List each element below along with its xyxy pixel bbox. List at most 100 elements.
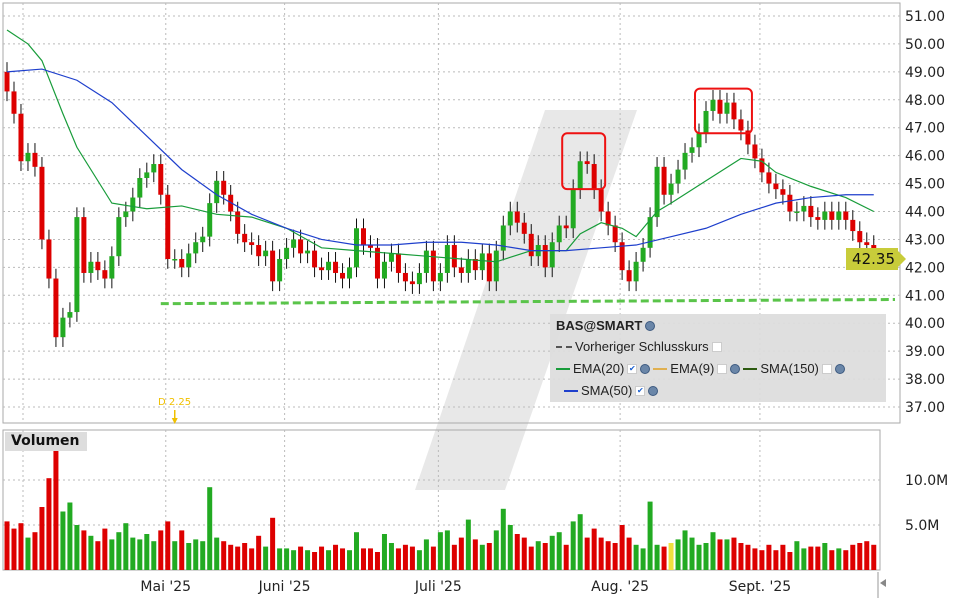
- candle-body: [284, 247, 290, 259]
- candle-body: [605, 211, 611, 226]
- volume-bar: [4, 521, 10, 570]
- y-tick-label: 43.00: [905, 232, 945, 248]
- x-tick-label: Juli '25: [414, 579, 462, 595]
- candle-body: [46, 239, 52, 279]
- ema9-checkbox[interactable]: [717, 363, 728, 374]
- volume-bar: [710, 532, 716, 570]
- volume-bar: [81, 530, 87, 570]
- volume-bar: [479, 544, 485, 570]
- candle-body: [256, 245, 262, 257]
- sma50-line: [6, 68, 874, 252]
- volume-bar: [717, 539, 723, 570]
- x-tick-label: Aug. '25: [591, 579, 649, 595]
- volume-bar: [172, 541, 178, 570]
- volume-bar: [74, 525, 80, 570]
- candle-body: [95, 261, 101, 271]
- y-tick-label: 42.00: [905, 260, 945, 276]
- candle-body: [305, 250, 311, 254]
- volume-bar: [186, 543, 192, 570]
- sma150-settings-icon[interactable]: [834, 363, 845, 374]
- volume-bar: [458, 537, 464, 570]
- volume-panel-label: Volumen: [5, 432, 87, 451]
- candle-body: [640, 247, 646, 262]
- volume-bar: [53, 435, 59, 570]
- ema9-settings-icon[interactable]: [730, 363, 741, 374]
- sma50-checkbox[interactable]: ✔: [635, 385, 646, 396]
- candle-body: [270, 250, 276, 282]
- volume-bar: [472, 539, 478, 570]
- candle-body: [381, 261, 387, 279]
- volume-bar: [284, 548, 290, 570]
- volume-bar: [759, 550, 765, 570]
- highlight-box: [561, 132, 607, 191]
- y-tick-label: 44.00: [905, 205, 945, 221]
- candle-body: [465, 258, 471, 273]
- sma50-label: SMA(50): [581, 383, 633, 398]
- candle-body: [172, 258, 178, 261]
- sma150-checkbox[interactable]: [821, 363, 832, 374]
- candle-body: [277, 258, 283, 282]
- volume-bar: [535, 541, 541, 570]
- volume-bar: [395, 548, 401, 570]
- candle-body: [738, 119, 744, 131]
- candle-body: [612, 225, 618, 243]
- volume-bar: [570, 521, 576, 570]
- candle-body: [829, 211, 835, 220]
- prev-close-checkbox[interactable]: [711, 341, 722, 352]
- volume-bar: [864, 541, 870, 570]
- ema20-checkbox[interactable]: ✔: [627, 363, 638, 374]
- ema9-label: EMA(9): [670, 361, 715, 376]
- candle-body: [67, 312, 73, 318]
- scroll-left-icon[interactable]: [880, 579, 886, 587]
- volume-bar: [88, 535, 94, 570]
- candle-body: [528, 233, 534, 257]
- volume-bar: [46, 478, 52, 570]
- candle-body: [221, 180, 227, 195]
- volume-bar: [514, 534, 520, 570]
- ema20-settings-icon[interactable]: [640, 363, 651, 374]
- volume-bar: [857, 543, 863, 570]
- volume-bar: [521, 537, 527, 570]
- ema9-swatch: [653, 367, 668, 370]
- candle-body: [514, 211, 520, 223]
- volume-bar: [193, 539, 199, 570]
- sma50-settings-icon[interactable]: [648, 385, 659, 396]
- volume-bar: [591, 528, 597, 570]
- volume-bar: [773, 550, 779, 570]
- candle-body: [214, 180, 220, 204]
- candle-body: [158, 164, 164, 195]
- candle-body: [388, 253, 394, 262]
- candle-body: [808, 205, 814, 218]
- volume-bar: [528, 546, 534, 570]
- dividend-marker-label[interactable]: D 2.25: [158, 397, 192, 408]
- y-tick-label: 40.00: [905, 316, 945, 332]
- volume-bar: [451, 544, 457, 570]
- volume-bar: [354, 532, 359, 570]
- ema20-swatch: [556, 367, 570, 370]
- volume-tick-label: 10.0M: [905, 473, 948, 489]
- volume-bar: [165, 521, 171, 570]
- volume-bar: [60, 511, 66, 570]
- candle-body: [647, 217, 653, 248]
- volume-bar: [291, 550, 297, 570]
- volume-bar: [312, 552, 318, 570]
- volume-bar: [724, 539, 730, 570]
- legend-title: BAS@SMART: [556, 318, 656, 333]
- candle-body: [675, 169, 681, 184]
- volume-bar: [465, 519, 471, 570]
- sma150-label: SMA(150): [760, 361, 819, 376]
- volume-bar: [416, 550, 422, 570]
- volume-bar: [556, 532, 562, 570]
- legend-prev-close: Vorheriger Schlusskurs: [556, 339, 722, 354]
- candle-body: [563, 225, 569, 229]
- candle-body: [235, 211, 241, 234]
- candle-body: [263, 250, 269, 257]
- settings-icon[interactable]: [645, 320, 656, 331]
- candle-body: [584, 161, 590, 165]
- x-tick-label: Mai '25: [140, 579, 191, 595]
- volume-bar: [633, 544, 639, 570]
- volume-bar: [850, 544, 856, 570]
- candle-body: [822, 211, 828, 220]
- candle-body: [242, 233, 248, 243]
